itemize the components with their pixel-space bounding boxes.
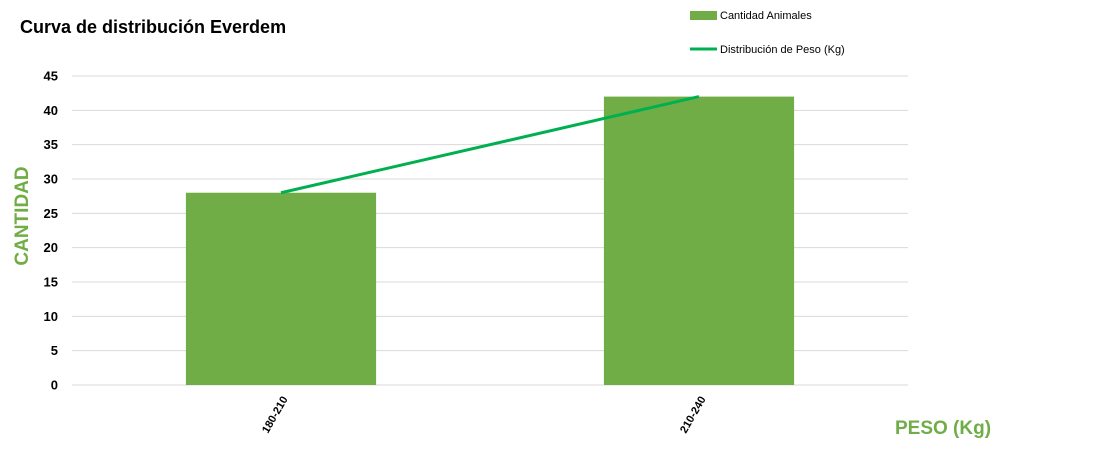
bar — [185, 192, 377, 385]
legend-label-bar: Cantidad Animales — [720, 10, 812, 22]
x-axis-label: PESO (Kg) — [895, 418, 991, 439]
y-axis-label: CANTIDAD — [12, 166, 33, 265]
y-tick-label: 40 — [44, 103, 58, 118]
y-tick-label: 5 — [51, 343, 58, 358]
legend-label-line: Distribución de Peso (Kg) — [720, 44, 845, 56]
x-tick-label: 180-210 — [260, 395, 291, 436]
y-tick-label: 45 — [44, 69, 58, 84]
x-ticks: 180-210 210-240 — [260, 395, 709, 436]
legend: Cantidad Animales Distribución de Peso (… — [690, 10, 845, 56]
y-tick-label: 0 — [51, 378, 58, 393]
bar — [603, 96, 795, 385]
bars — [185, 96, 795, 385]
y-tick-label: 35 — [44, 137, 58, 152]
x-tick-label: 210-240 — [678, 395, 709, 436]
y-tick-label: 20 — [44, 240, 58, 255]
y-tick-label: 10 — [44, 309, 58, 324]
y-ticks: 0 5 10 15 20 25 30 35 40 45 — [44, 69, 58, 393]
y-tick-label: 15 — [44, 275, 58, 290]
series-line-path — [280, 95, 700, 195]
series-line — [280, 95, 700, 195]
legend-swatch-bar — [690, 11, 717, 20]
y-tick-label: 25 — [44, 206, 58, 221]
chart-title: Curva de distribución Everdem — [20, 17, 286, 37]
y-tick-label: 30 — [44, 172, 58, 187]
